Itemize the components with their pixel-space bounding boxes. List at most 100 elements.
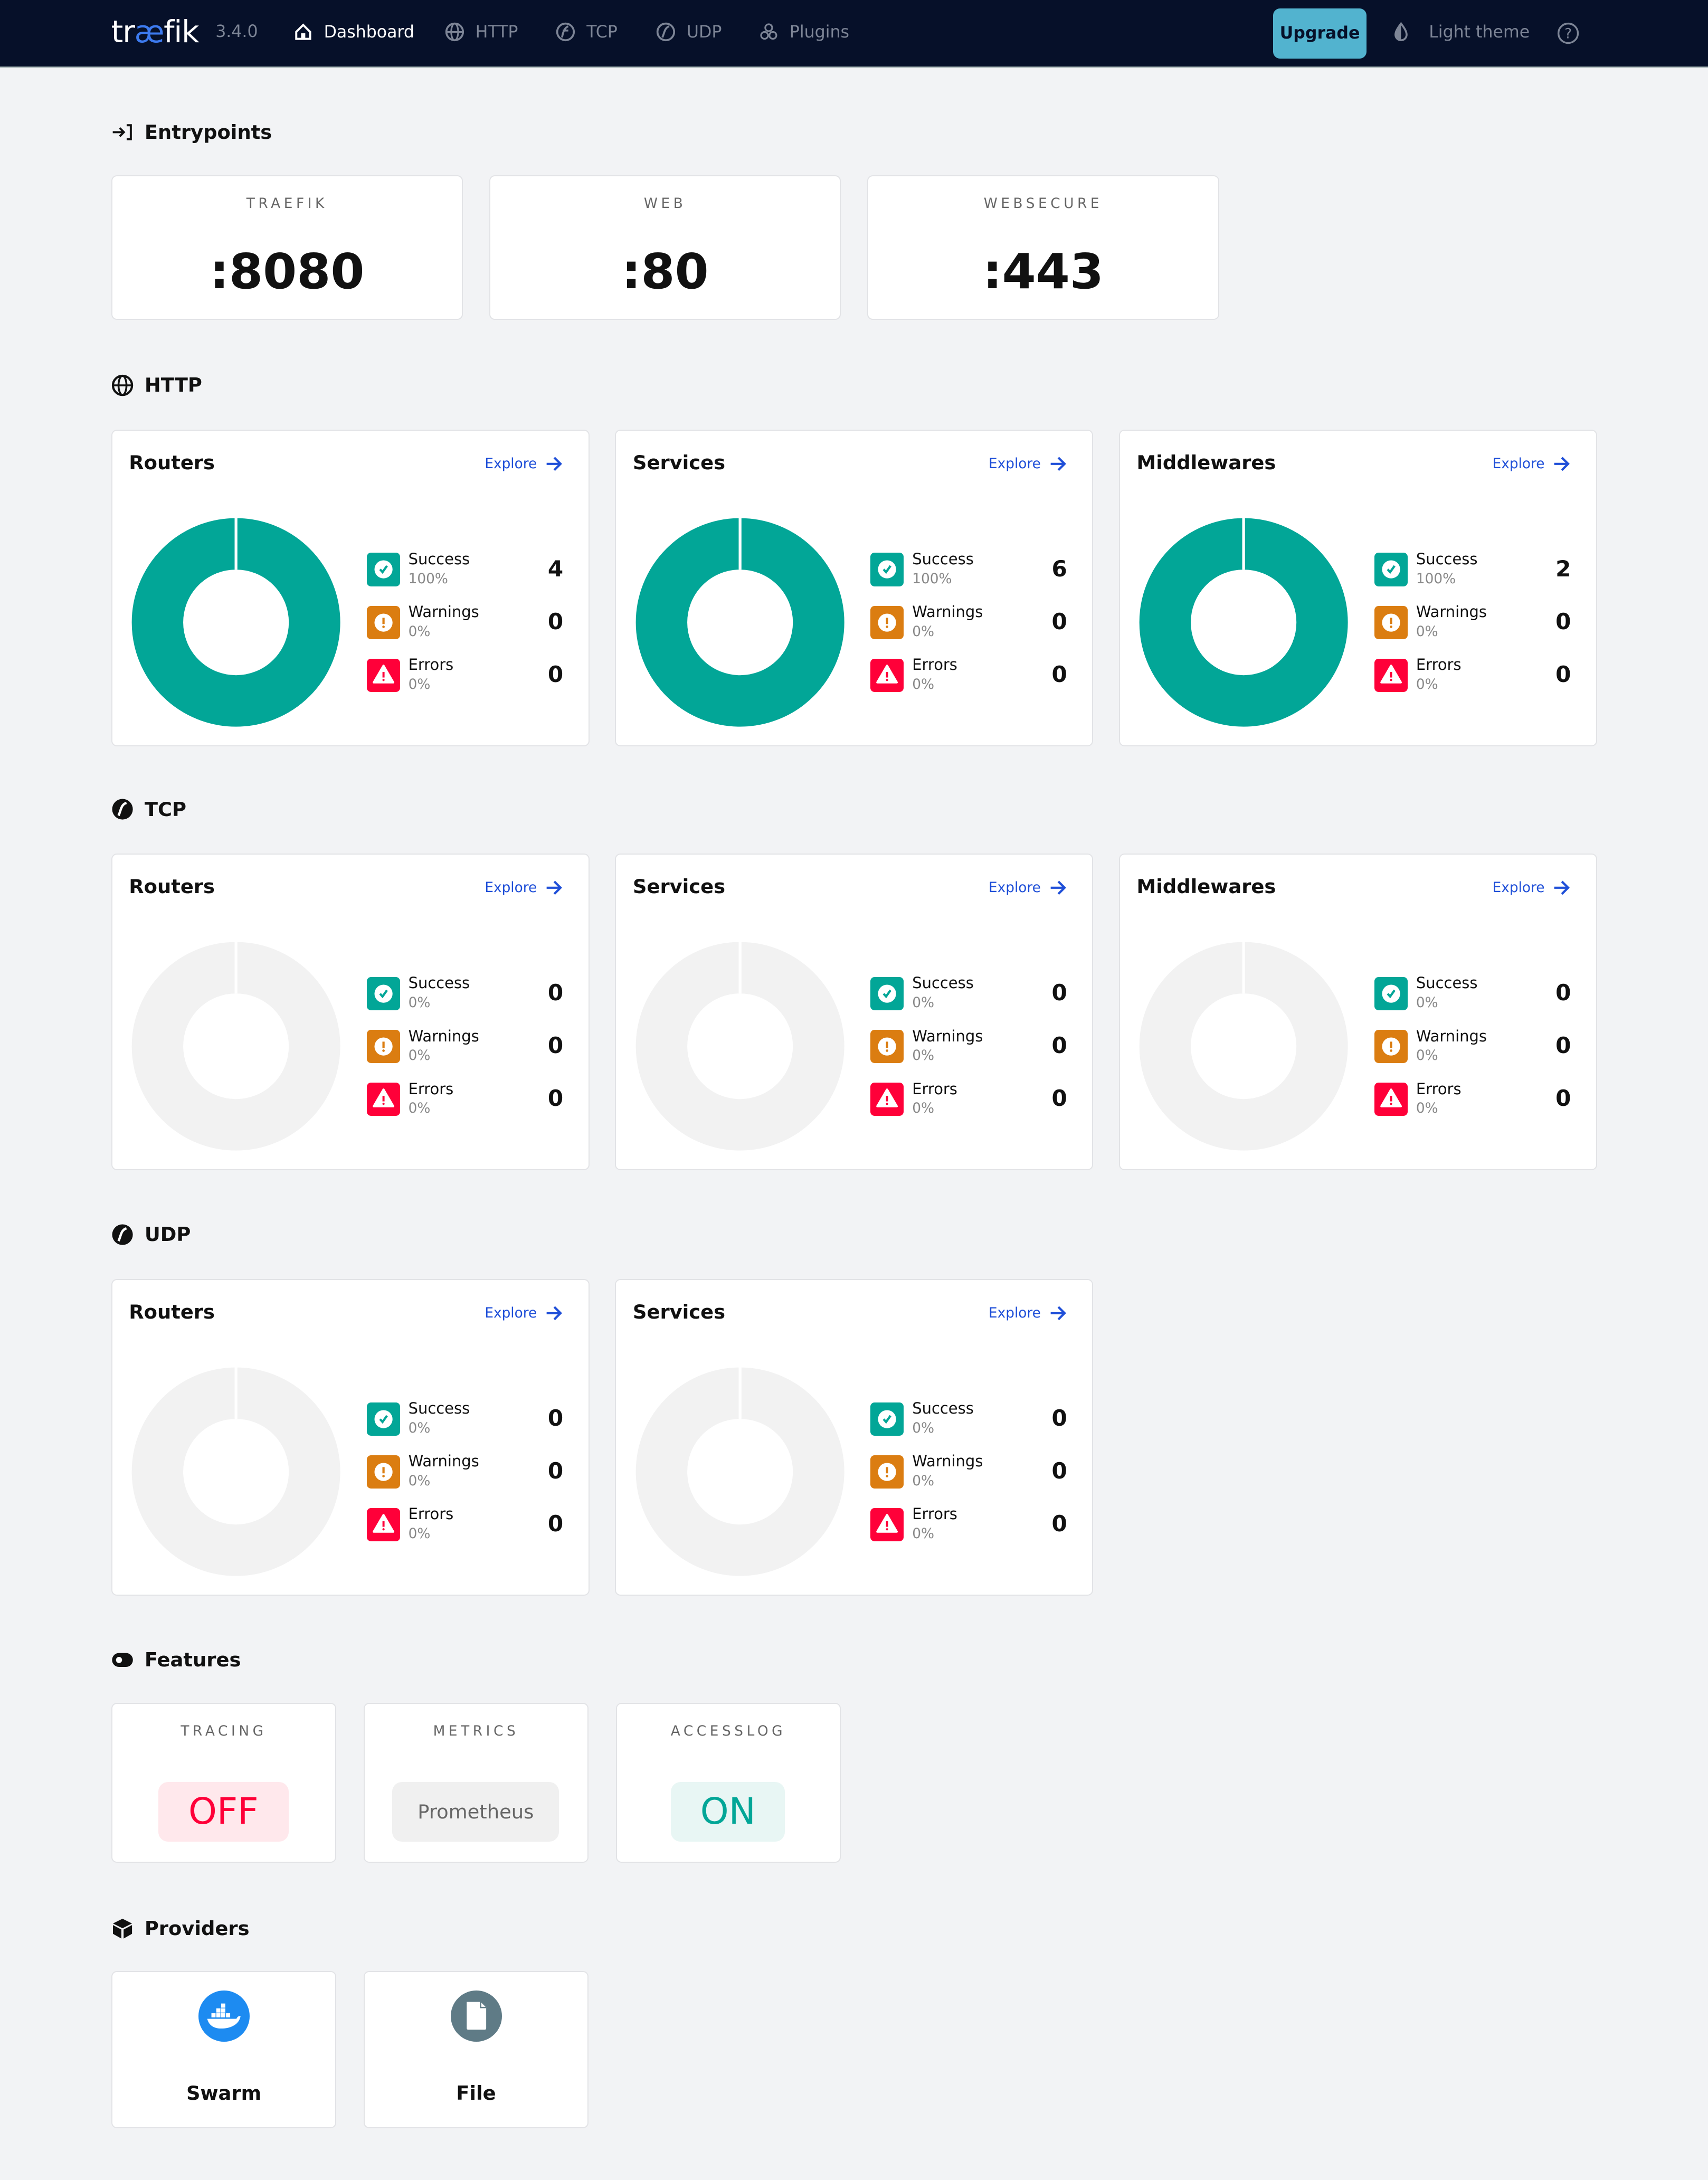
version-label: 3.4.0 [215,22,258,42]
status-donut-chart [635,517,844,727]
entrypoint-icon [112,124,132,140]
arrow-right-icon [1554,457,1570,471]
success-count: 4 [547,555,564,582]
explore-link[interactable]: Explore [485,456,563,472]
arrow-right-icon [1554,880,1570,895]
help-button[interactable]: ? [1557,22,1579,44]
warnings-label: Warnings [408,603,479,621]
warnings-label: Warnings [912,1027,983,1045]
errors-percent: 0% [912,1101,935,1117]
card-title: Routers [129,1301,215,1324]
success-percent: 100% [912,571,952,587]
success-count: 0 [547,1405,564,1431]
errors-count: 0 [547,1510,564,1537]
success-label: Success [912,974,974,992]
udp-heading: UDP [111,1223,191,1246]
help-icon: ? [1557,23,1579,44]
nav-dashboard[interactable]: Dashboard [293,22,414,42]
top-navbar: træfik 3.4.0 Dashboard HTTP TCP UDP Plugins … [0,0,1708,68]
card-title: Middlewares [1136,451,1276,475]
errors-count: 0 [1051,1085,1067,1112]
warnings-label: Warnings [912,1452,983,1471]
globe-icon [111,374,133,396]
errors-label: Errors [1416,1079,1462,1098]
http-heading: HTTP [111,374,202,396]
nav-plugins[interactable]: Plugins [759,22,849,42]
explore-link[interactable]: Explore [989,456,1067,472]
http-services-card: Services Explore Success 100% 6 Warnings… [615,429,1094,747]
feature-status-badge: OFF [158,1781,289,1842]
udp-routers-card: Routers Explore Success 0% 0 Warnings 0%… [111,1278,590,1596]
success-icon [366,977,400,1010]
http-routers-card: Routers Explore Success 100% 4 Warnings … [111,429,590,747]
entrypoint-card: TRAEFIK:8080 [111,175,463,320]
nav-tcp[interactable]: TCP [556,22,618,42]
success-label: Success [408,1399,470,1418]
feature-card-metrics: METRICS Prometheus [363,1703,589,1863]
success-icon [870,1402,904,1436]
errors-label: Errors [912,1079,957,1098]
warnings-percent: 0% [1416,623,1438,640]
nav-udp[interactable]: UDP [656,22,722,42]
errors-count: 0 [1555,661,1571,687]
udp-services-card: Services Explore Success 0% 0 Warnings 0… [615,1278,1094,1596]
theme-drop-icon [1394,22,1408,42]
warnings-icon [366,1029,400,1063]
providers-heading: Providers [111,1917,250,1940]
status-donut-chart [131,517,340,727]
errors-label: Errors [1416,656,1462,674]
tcp-routers-card: Routers Explore Success 0% 0 Warnings 0%… [111,853,590,1171]
warnings-percent: 0% [912,1048,935,1064]
traefik-logo[interactable]: træfik [111,14,200,50]
docker-icon [198,1990,250,2042]
success-icon [870,553,904,586]
warnings-count: 0 [1555,608,1571,634]
warnings-percent: 0% [408,623,431,640]
udp-icon [656,22,676,42]
success-percent: 0% [912,1420,935,1436]
errors-count: 0 [547,1085,564,1112]
errors-icon [870,1508,904,1541]
warnings-label: Warnings [1416,1027,1487,1045]
success-icon [366,553,400,586]
provider-card-file[interactable]: File [363,1971,589,2128]
tcp-middlewares-card: Middlewares Explore Success 0% 0 Warning… [1118,853,1597,1171]
errors-count: 0 [1051,661,1067,687]
warnings-count: 0 [1051,608,1067,634]
explore-link[interactable]: Explore [1493,879,1571,896]
success-label: Success [1416,974,1478,992]
warnings-label: Warnings [408,1027,479,1045]
features-heading: Features [111,1648,241,1671]
explore-link[interactable]: Explore [989,879,1067,896]
warnings-count: 0 [547,1457,564,1484]
explore-link[interactable]: Explore [485,879,563,896]
provider-card-swarm[interactable]: Swarm [111,1971,337,2128]
errors-percent: 0% [912,676,935,693]
theme-toggle[interactable]: Light theme [1391,22,1530,42]
status-donut-chart [1139,941,1348,1151]
explore-link[interactable]: Explore [989,1305,1067,1322]
errors-percent: 0% [1416,676,1438,693]
warnings-count: 0 [1555,1032,1571,1059]
upgrade-button[interactable]: Upgrade [1273,8,1367,59]
warnings-icon [1374,1029,1408,1063]
success-percent: 100% [1416,571,1456,587]
errors-percent: 0% [408,1525,431,1542]
warnings-icon [870,605,904,639]
home-icon [295,23,311,40]
warnings-label: Warnings [408,1452,479,1471]
success-percent: 0% [408,994,431,1011]
warnings-label: Warnings [912,603,983,621]
explore-link[interactable]: Explore [485,1305,563,1322]
errors-label: Errors [912,1505,957,1523]
entrypoint-card: WEB:80 [489,175,841,320]
tcp-heading: TCP [111,798,186,821]
success-count: 0 [1555,979,1571,1006]
status-donut-chart [1139,517,1348,727]
explore-link[interactable]: Explore [1493,456,1571,472]
errors-icon [1374,658,1408,692]
nav-http[interactable]: HTTP [445,22,518,42]
errors-icon [366,658,400,692]
errors-icon [1374,1082,1408,1116]
success-count: 0 [1051,1405,1067,1431]
